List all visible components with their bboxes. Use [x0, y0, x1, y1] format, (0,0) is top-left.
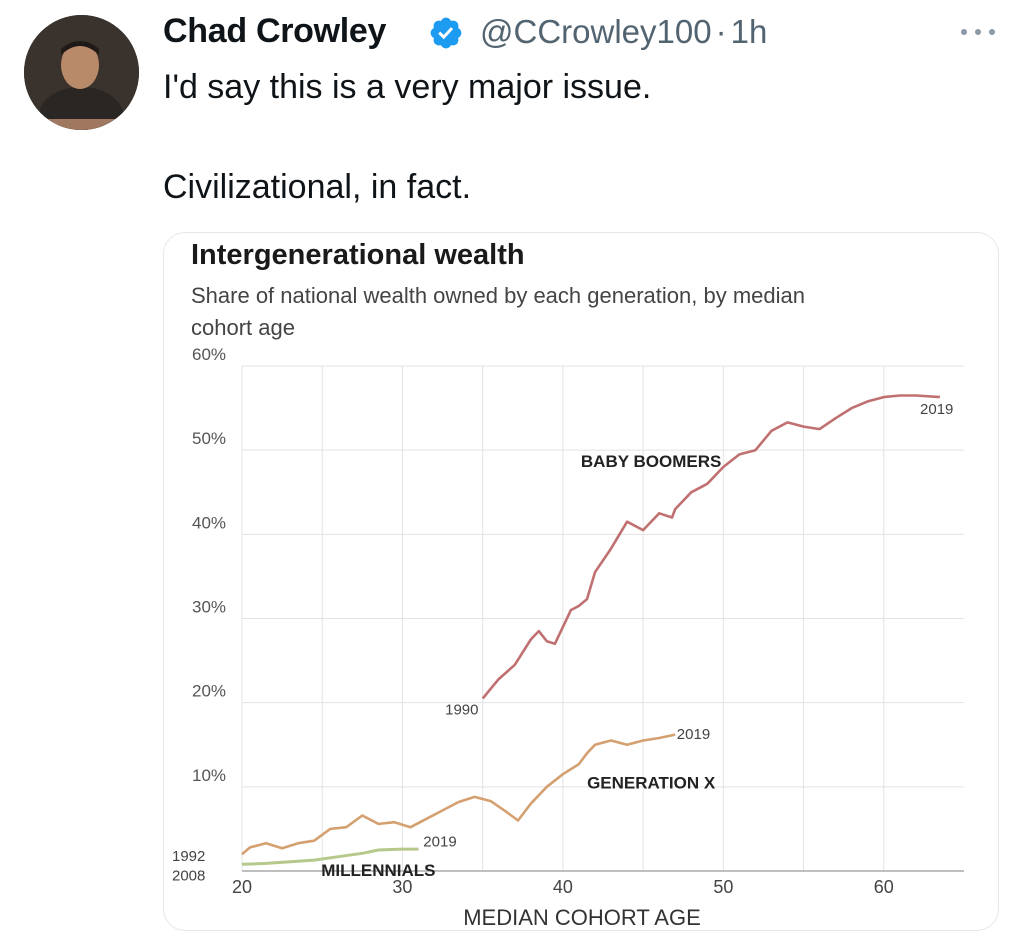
avatar-photo: [24, 15, 139, 130]
x-tick-label: 60: [874, 877, 894, 897]
verified-badge-icon: [430, 17, 462, 49]
series-label-generation-x: GENERATION X: [587, 774, 716, 793]
tweet-media-chart[interactable]: Intergenerational wealth Share of nationa…: [163, 232, 999, 931]
tweet-timestamp[interactable]: 1h: [730, 13, 768, 50]
x-tick-label: 20: [232, 877, 252, 897]
author-name[interactable]: Chad Crowley: [163, 12, 387, 50]
y-tick-label: 60%: [192, 345, 226, 364]
tweet-text-line-1: I'd say this is a very major issue.: [163, 68, 652, 106]
author-handle-line: @CCrowley100 · 1h: [480, 13, 767, 51]
more-options-icon[interactable]: [958, 24, 998, 40]
series-end-label: 2019: [677, 726, 710, 743]
x-tick-label: 50: [713, 877, 733, 897]
series-start-label: 1990: [445, 701, 478, 718]
chart-svg: Intergenerational wealth Share of nationa…: [172, 239, 964, 930]
series-label-baby-boomers: BABY BOOMERS: [581, 452, 721, 471]
x-tick-label: 30: [392, 877, 412, 897]
separator-dot: ·: [715, 13, 727, 50]
series-start-label: 2008: [172, 867, 205, 884]
chart-title: Intergenerational wealth: [191, 239, 525, 271]
tweet-text-line-2: Civilizational, in fact.: [163, 168, 472, 206]
y-tick-label: 40%: [192, 513, 226, 532]
series-line-generation-x: [241, 733, 676, 856]
series-line-millennials: [241, 847, 419, 866]
y-tick-label: 50%: [192, 429, 226, 448]
chart-subtitle: cohort age: [191, 315, 295, 340]
chart-subtitle: Share of national wealth owned by each g…: [191, 283, 805, 308]
series-end-label: 2019: [423, 834, 456, 851]
y-tick-label: 10%: [192, 766, 226, 785]
x-tick-label: 40: [553, 877, 573, 897]
series-end-label: 2019: [920, 401, 953, 418]
author-avatar[interactable]: [24, 15, 139, 130]
x-axis-label: MEDIAN COHORT AGE: [463, 905, 701, 930]
y-tick-label: 30%: [192, 598, 226, 617]
series-line-baby-boomers: [481, 394, 940, 700]
y-tick-label: 20%: [192, 682, 226, 701]
series-label-millennials: MILLENNIALS: [321, 861, 435, 880]
series-start-label: 1992: [172, 848, 205, 865]
author-handle[interactable]: @CCrowley100: [480, 13, 712, 50]
